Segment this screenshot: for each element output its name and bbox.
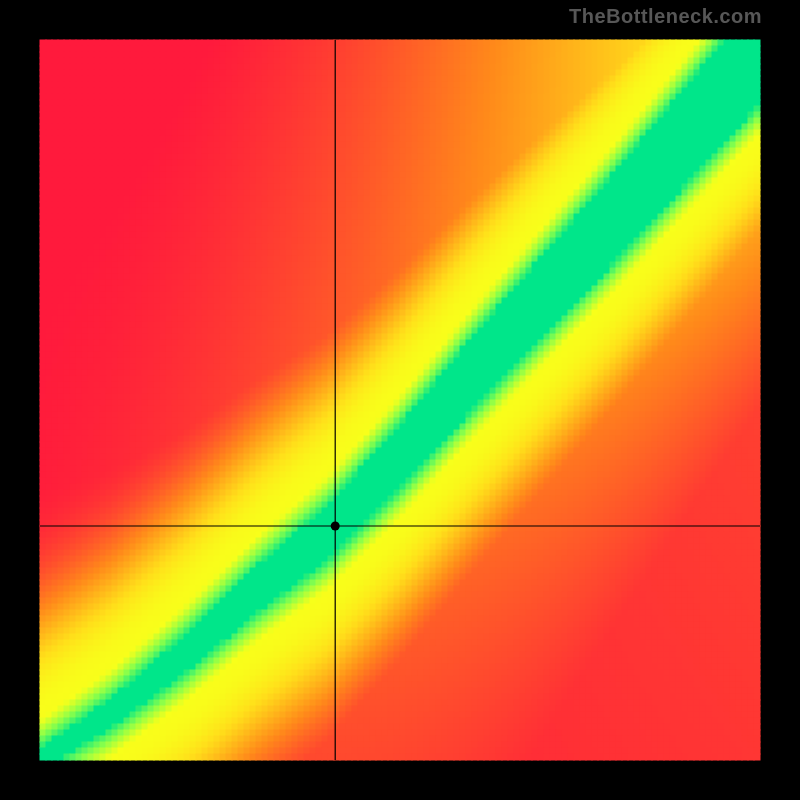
bottleneck-heatmap bbox=[0, 0, 800, 800]
chart-container: { "watermark": { "text": "TheBottleneck.… bbox=[0, 0, 800, 800]
watermark-text: TheBottleneck.com bbox=[569, 6, 762, 29]
